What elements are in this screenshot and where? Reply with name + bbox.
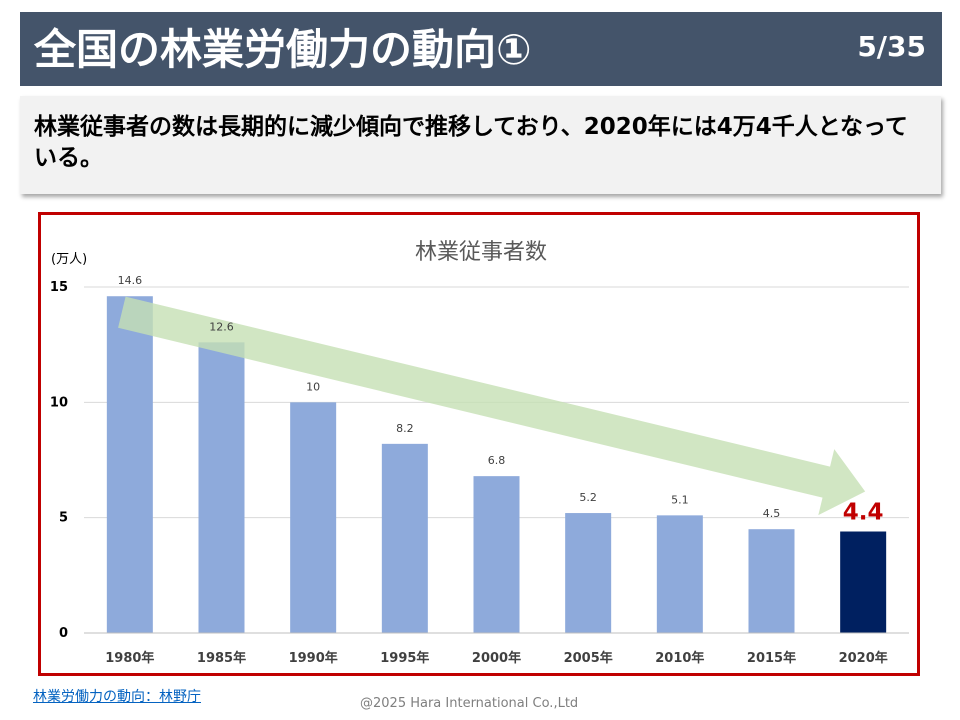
summary-box: 林業従事者の数は長期的に減少傾向で推移しており、2020年には4万4千人となって…: [20, 96, 941, 194]
y-tick-label: 10: [50, 395, 68, 410]
page-title: 全国の林業労働力の動向①: [34, 25, 532, 74]
data-label: 12.6: [209, 320, 234, 333]
bar: [473, 476, 520, 633]
x-tick-label: 2020年: [839, 650, 888, 666]
y-tick-label: 0: [59, 626, 68, 641]
bar: [290, 402, 337, 633]
x-tick-label: 2010年: [655, 650, 704, 666]
page-number: 5/35: [857, 30, 926, 63]
x-tick-label: 2000年: [472, 650, 521, 666]
data-label: 14.6: [118, 274, 143, 287]
bar-chart: 林業従事者数 (万人) 14.6 12.6 10 8.2 6.8 5.2 5.1 4.5 4.4…: [50, 240, 909, 666]
data-label: 10: [306, 380, 320, 393]
data-label: 5.2: [579, 491, 597, 504]
y-tick-label: 15: [50, 280, 68, 295]
chart-title: 林業従事者数: [415, 240, 547, 265]
bar: [106, 296, 153, 633]
bar: [840, 531, 887, 633]
data-label: 4.5: [763, 507, 781, 520]
y-tick-label: 5: [59, 511, 68, 526]
x-tick-label: 1990年: [289, 650, 338, 666]
title-bar: 全国の林業労働力の動向① 5/35: [20, 12, 942, 86]
source-link[interactable]: 林業労働力の動向：林野庁: [33, 689, 201, 705]
x-tick-label: 2015年: [747, 650, 796, 666]
x-tick-label: 2005年: [564, 650, 613, 666]
x-tick-label: 1985年: [197, 650, 246, 666]
bar: [381, 443, 428, 633]
chart-frame: 林業従事者数 (万人) 14.6 12.6 10 8.2 6.8 5.2 5.1 4.5 4.4…: [38, 212, 920, 676]
data-label: 4.4: [843, 500, 884, 526]
bar: [565, 513, 612, 633]
data-label: 6.8: [488, 454, 506, 467]
summary-text: 林業従事者の数は長期的に減少傾向で推移しており、2020年には4万4千人となって…: [34, 114, 908, 171]
bar: [656, 515, 703, 633]
x-tick-label: 1980年: [105, 650, 154, 666]
y-axis-label: (万人): [51, 252, 87, 267]
bar: [198, 342, 245, 633]
copyright-text: @2025 Hara International Co.,Ltd: [360, 696, 579, 711]
x-tick-label: 1995年: [380, 650, 429, 666]
data-label: 8.2: [396, 422, 414, 435]
bar: [748, 529, 795, 633]
data-label: 5.1: [671, 493, 689, 506]
trend-arrow: [118, 296, 866, 516]
